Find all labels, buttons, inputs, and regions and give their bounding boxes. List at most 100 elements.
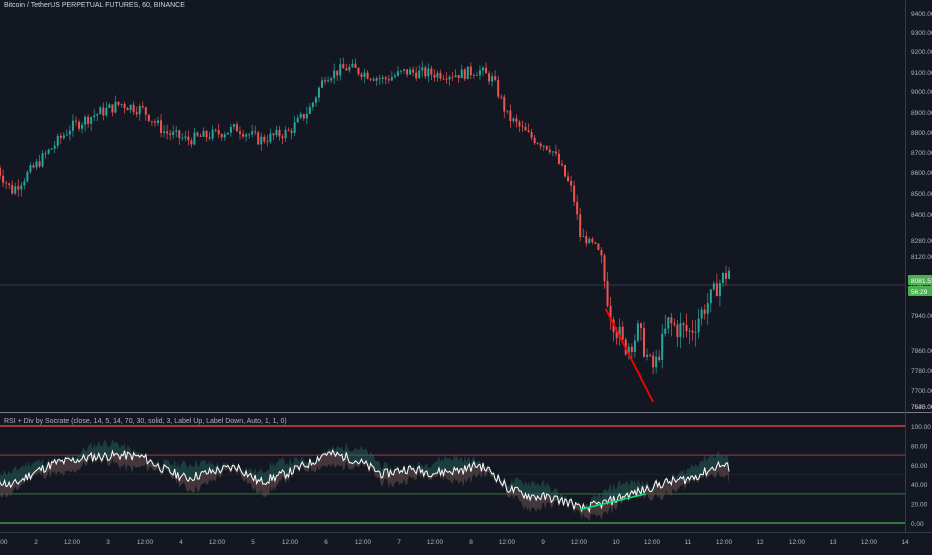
- candle-body: [232, 124, 235, 127]
- rsi-tick-label: 60.00: [911, 463, 928, 470]
- candle-body: [560, 163, 563, 166]
- candle-body: [582, 236, 585, 238]
- candle-body: [545, 145, 548, 150]
- candle-body: [56, 135, 59, 146]
- candle-body: [317, 87, 320, 98]
- candle-body: [193, 132, 196, 145]
- candle-body: [32, 165, 35, 168]
- candle-body: [5, 182, 8, 184]
- candle-body: [311, 102, 314, 108]
- candle-body: [120, 103, 123, 105]
- candle-body: [272, 133, 275, 136]
- candle-body: [436, 72, 439, 78]
- candle-body: [220, 134, 223, 138]
- candle-body: [412, 69, 415, 73]
- candle-body: [594, 242, 597, 244]
- candle-body: [381, 77, 384, 79]
- candle-body: [235, 124, 238, 132]
- candle-body: [299, 114, 302, 118]
- candle-body: [23, 181, 26, 186]
- candle-body: [585, 236, 588, 244]
- candle-body: [500, 96, 503, 98]
- candle-body: [99, 107, 102, 115]
- candle-body: [175, 130, 178, 132]
- candle-body: [172, 131, 175, 136]
- candle-body: [87, 116, 90, 124]
- candle-body: [254, 131, 257, 133]
- time-tick-label: 3: [106, 539, 110, 546]
- candle-body: [597, 243, 600, 250]
- candle-body: [62, 135, 65, 139]
- rsi-tick-label: 100.00: [911, 424, 931, 431]
- candle-body: [518, 121, 521, 127]
- candle-body: [181, 137, 184, 139]
- candle-body: [211, 129, 214, 139]
- candle-body: [688, 330, 691, 332]
- candle-body: [114, 101, 117, 113]
- candle-body: [160, 120, 163, 133]
- time-tick-label: 5: [251, 539, 255, 546]
- candle-body: [655, 356, 658, 368]
- candle-body: [615, 332, 618, 339]
- candle-body: [658, 356, 661, 360]
- candle-body: [721, 273, 724, 284]
- candle-body: [469, 66, 472, 76]
- candle-body: [163, 131, 166, 133]
- price-tick-label: 7545.00: [911, 404, 932, 411]
- candle-body: [78, 121, 81, 129]
- candle-body: [463, 69, 466, 80]
- price-tick-label: 8800.00: [911, 130, 932, 137]
- candle-body: [135, 112, 138, 115]
- candle-body: [679, 323, 682, 338]
- price-tick-label: 7700.00: [911, 388, 932, 395]
- candle-body: [363, 72, 366, 78]
- candle-body: [147, 114, 150, 122]
- candle-body: [539, 143, 542, 147]
- candle-body: [156, 120, 159, 123]
- candle-body: [488, 73, 491, 82]
- candle-body: [111, 104, 114, 113]
- candle-body: [333, 70, 336, 79]
- candle-body: [579, 214, 582, 238]
- candle-body: [478, 70, 481, 76]
- candle-body: [512, 118, 515, 122]
- candle-body: [533, 137, 536, 144]
- candle-body: [576, 201, 579, 215]
- candle-body: [421, 67, 424, 71]
- candle-body: [44, 153, 47, 155]
- candle-body: [81, 124, 84, 129]
- divergence-line: [604, 308, 654, 403]
- candle-body: [108, 104, 111, 108]
- candle-body: [93, 115, 96, 118]
- candle-body: [2, 175, 5, 183]
- candle-body: [281, 136, 284, 139]
- candle-body: [290, 130, 293, 133]
- candle-body: [242, 133, 245, 137]
- candle-body: [248, 134, 251, 136]
- candle-body: [542, 145, 545, 147]
- candle-body: [691, 330, 694, 333]
- candle-body: [59, 135, 62, 139]
- candle-body: [706, 303, 709, 314]
- candle-body: [661, 333, 664, 360]
- candle-body: [169, 133, 172, 136]
- candle-body: [521, 126, 524, 128]
- candle-body: [433, 74, 436, 78]
- candle-body: [515, 118, 518, 122]
- candle-body: [600, 249, 603, 256]
- candle-body: [427, 68, 430, 77]
- candle-body: [308, 107, 311, 114]
- price-tick-label: 8700.00: [911, 150, 932, 157]
- candle-body: [725, 273, 727, 279]
- candle-body: [330, 78, 333, 81]
- candle-body: [503, 96, 506, 112]
- candle-body: [715, 283, 718, 297]
- candle-body: [223, 134, 226, 138]
- time-tick-label: 6: [324, 539, 328, 546]
- candle-body: [530, 131, 533, 138]
- candle-body: [409, 69, 412, 75]
- candle-body: [138, 106, 141, 115]
- price-tick-label: 7860.00: [911, 348, 932, 355]
- candle-body: [618, 326, 621, 339]
